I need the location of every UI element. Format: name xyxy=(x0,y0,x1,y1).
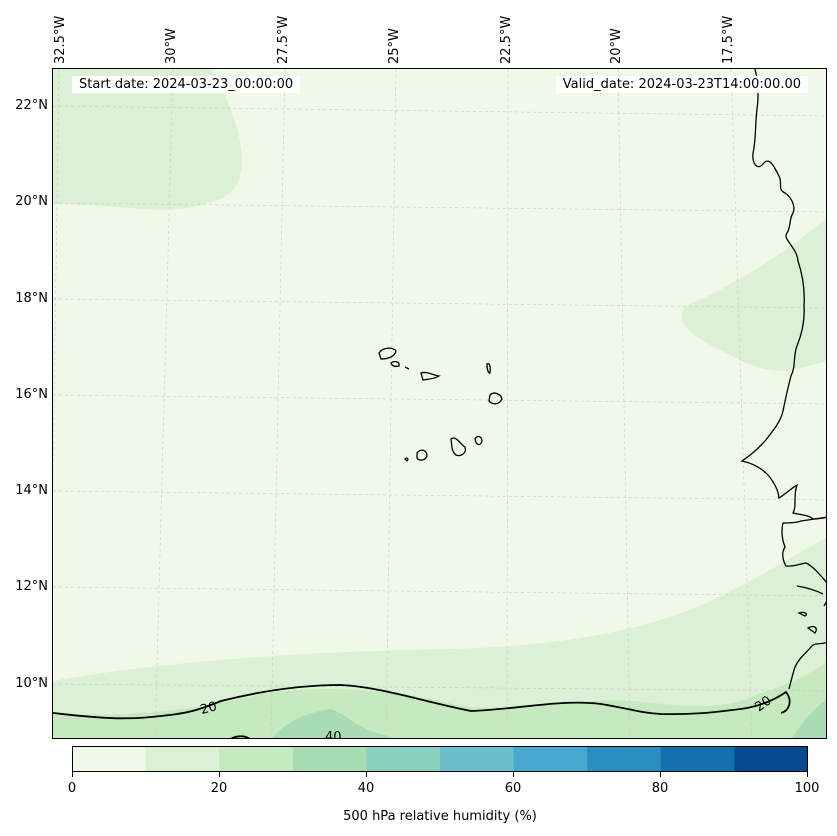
lon-label-27-5w: 27.5°W xyxy=(276,15,291,64)
humidity-fill-10-20-east xyxy=(681,217,826,371)
lat-label-14n: 14°N xyxy=(15,483,48,498)
colorbar-tickmark-0 xyxy=(72,772,73,777)
colorbar-tickmark-100 xyxy=(807,772,808,777)
sierra-leone-coast xyxy=(788,641,826,690)
lat-label-12n: 12°N xyxy=(15,579,48,594)
lon-label-22-5w: 22.5°W xyxy=(499,15,514,64)
colorbar-tickmark-60 xyxy=(513,772,514,777)
map-canvas[interactable]: 20 40 20 xyxy=(53,69,827,739)
maio xyxy=(474,435,483,446)
lat-label-20n: 20°N xyxy=(15,194,48,209)
lat-label-10n: 10°N xyxy=(15,676,48,691)
humidity-fill-10-20-south xyxy=(53,537,826,738)
colorbar-segment-40-50 xyxy=(366,746,441,772)
graticule xyxy=(53,69,826,738)
lon-label-20w: 20°W xyxy=(609,28,624,64)
valid-date-label: Valid_date: 2024-03-23T14:00:00.00 xyxy=(555,76,808,93)
colorbar-tickmark-40 xyxy=(366,772,367,777)
lat-label-18n: 18°N xyxy=(15,291,48,306)
colorbar-border xyxy=(72,746,808,772)
santiago xyxy=(450,437,467,457)
colorbar-segment-80-90 xyxy=(660,746,735,772)
coastlines xyxy=(378,69,826,690)
colorbar-label: 500 hPa relative humidity (%) xyxy=(343,809,537,824)
colorbar-tickmark-80 xyxy=(660,772,661,777)
colorbar-segment-10-20 xyxy=(145,746,220,772)
colorbar-tick-100: 100 xyxy=(794,781,820,796)
lon-label-25w: 25°W xyxy=(387,28,402,64)
sal xyxy=(486,362,491,374)
african-coastline xyxy=(740,69,826,520)
brava xyxy=(404,457,409,462)
lon-label-30w: 30°W xyxy=(164,28,179,64)
humidity-contour-20-west xyxy=(53,684,742,720)
humidity-fill-20-30-south xyxy=(53,662,826,738)
colorbar-segment-50-60 xyxy=(440,746,515,772)
humidity-fill-30-40-south xyxy=(272,709,395,738)
guinea-islands xyxy=(796,585,826,634)
lon-label-32-5w: 32.5°W xyxy=(53,15,68,64)
colorbar-segment-60-70 xyxy=(513,746,588,772)
lon-label-17-5w: 17.5°W xyxy=(721,15,736,64)
colorbar-tick-60: 60 xyxy=(504,781,522,796)
sao-vicente xyxy=(390,360,400,368)
humidity-fill-30-40-southeast xyxy=(792,700,826,738)
colorbar-segment-90-100 xyxy=(734,746,808,772)
colorbar-segment-20-30 xyxy=(219,746,294,772)
colorbar-tick-40: 40 xyxy=(357,781,375,796)
colorbar-tick-20: 20 xyxy=(210,781,228,796)
colorbar-segment-30-40 xyxy=(292,746,367,772)
colorbar xyxy=(72,746,808,772)
colorbar-tickmark-20 xyxy=(219,772,220,777)
colorbar-segment-0-10 xyxy=(72,746,147,772)
contour-label-40: 40 xyxy=(325,730,342,739)
humidity-fill-10-20-northwest xyxy=(53,69,242,210)
fogo xyxy=(416,449,428,461)
map-panel[interactable]: 20 40 20 xyxy=(52,68,827,739)
colorbar-segment-70-80 xyxy=(587,746,662,772)
start-date-label: Start date: 2024-03-23_00:00:00 xyxy=(72,76,301,93)
santo-antao xyxy=(378,347,397,360)
boa-vista xyxy=(488,392,503,405)
colorbar-tick-0: 0 xyxy=(67,781,77,796)
gambia-guinea-coast xyxy=(781,516,826,583)
humidity-contour-20-east xyxy=(740,690,791,714)
contour-label-20-west: 20 xyxy=(199,699,219,718)
sao-nicolau xyxy=(420,371,441,381)
humidity-contour-40 xyxy=(230,735,250,738)
colorbar-tick-80: 80 xyxy=(651,781,669,796)
santa-luzia xyxy=(404,366,410,370)
lat-label-22n: 22°N xyxy=(15,98,48,113)
lat-label-16n: 16°N xyxy=(15,387,48,402)
